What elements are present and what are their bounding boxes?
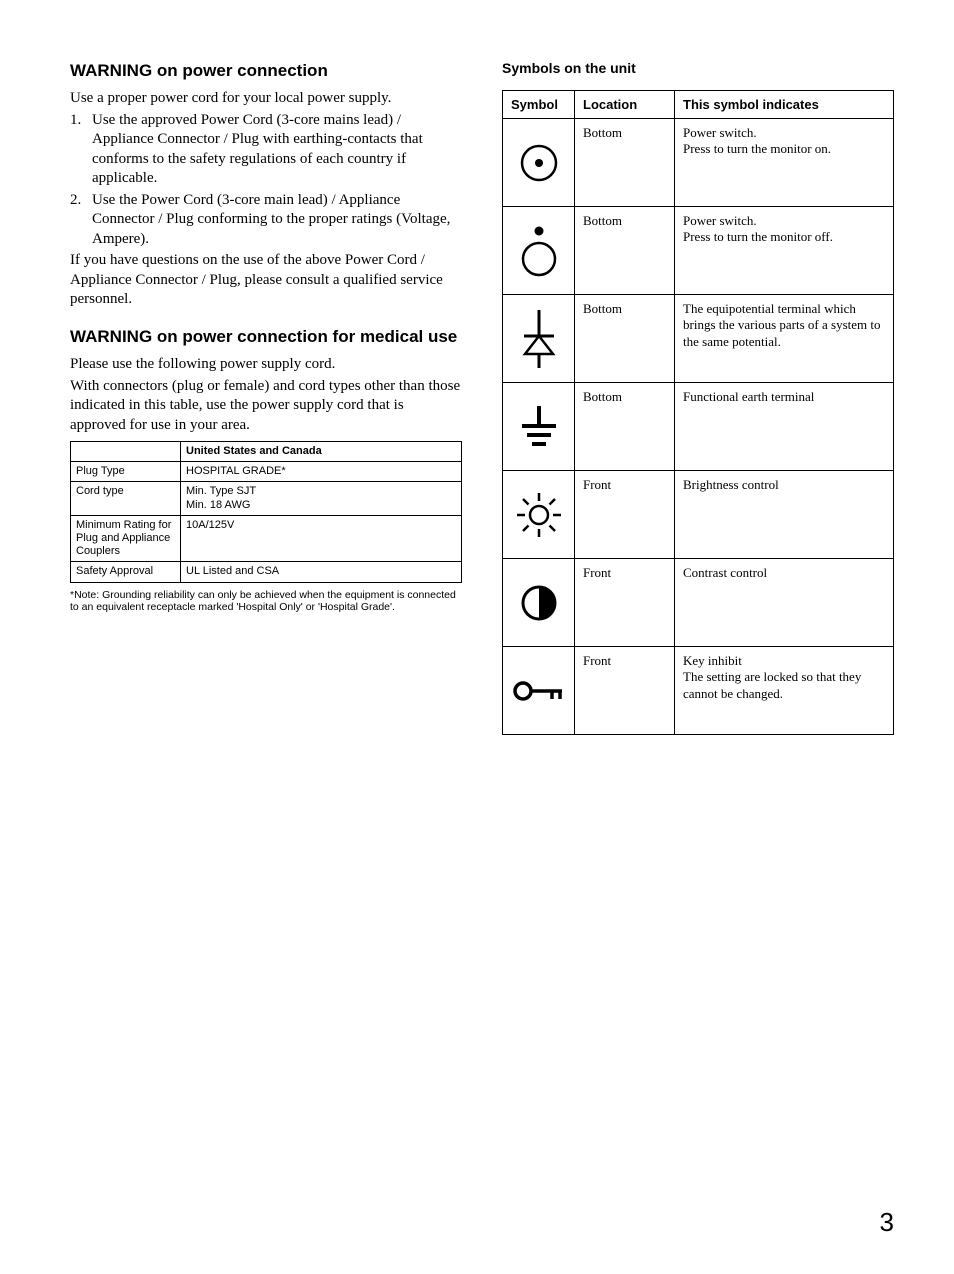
cord-table: United States and Canada Plug Type HOSPI…	[70, 441, 462, 583]
cord-row-value: Min. Type SJTMin. 18 AWG	[181, 482, 462, 515]
symbol-desc: Power switch.Press to turn the monitor o…	[675, 207, 894, 295]
symbol-desc: Key inhibitThe setting are locked so tha…	[675, 647, 894, 735]
symbol-location: Bottom	[575, 207, 675, 295]
table-row: Front Key inhibitThe setting are locked …	[503, 647, 894, 735]
symbols-heading: Symbols on the unit	[502, 60, 894, 76]
cord-row-label: Cord type	[71, 482, 181, 515]
symbol-desc: Functional earth terminal	[675, 383, 894, 471]
list-item-2: Use the Power Cord (3-core main lead) / …	[92, 191, 462, 250]
symbol-desc: The equipotential terminal which brings …	[675, 295, 894, 383]
symbols-header-indicates: This symbol indicates	[675, 91, 894, 119]
table-row: Front Brightness control	[503, 471, 894, 559]
list-num-1: 1.	[70, 111, 92, 189]
symbol-location: Front	[575, 559, 675, 647]
symbol-desc: Power switch.Press to turn the monitor o…	[675, 119, 894, 207]
warning-heading-1: WARNING on power connection	[70, 60, 462, 81]
key-inhibit-icon	[512, 679, 566, 703]
page-number: 3	[880, 1207, 894, 1238]
equipotential-icon	[516, 306, 562, 372]
left-column: WARNING on power connection Use a proper…	[70, 60, 462, 735]
symbol-location: Front	[575, 471, 675, 559]
symbol-location: Bottom	[575, 383, 675, 471]
warning-heading-2: WARNING on power connection for medical …	[70, 326, 462, 347]
medical-para-2: With connectors (plug or female) and cor…	[70, 377, 462, 436]
table-row: Bottom Power switch.Press to turn the mo…	[503, 207, 894, 295]
symbol-desc: Contrast control	[675, 559, 894, 647]
cord-row-value: 10A/125V	[181, 515, 462, 562]
cord-footnote: *Note: Grounding reliability can only be…	[70, 589, 462, 614]
table-row: Front Contrast control	[503, 559, 894, 647]
power-off-icon	[516, 223, 562, 279]
cord-header-region: United States and Canada	[181, 442, 462, 462]
cord-row-label: Safety Approval	[71, 562, 181, 582]
power-on-icon	[516, 140, 562, 186]
brightness-icon	[514, 490, 564, 540]
right-column: Symbols on the unit Symbol Location This…	[502, 60, 894, 735]
symbol-desc: Brightness control	[675, 471, 894, 559]
earth-icon	[516, 402, 562, 452]
power-cord-list: 1.Use the approved Power Cord (3-core ma…	[70, 111, 462, 250]
cord-row-value: HOSPITAL GRADE*	[181, 462, 462, 482]
cord-row-label: Minimum Rating for Plug and Appliance Co…	[71, 515, 181, 562]
list-num-2: 2.	[70, 191, 92, 250]
symbol-location: Bottom	[575, 119, 675, 207]
symbols-header-symbol: Symbol	[503, 91, 575, 119]
cord-row-label: Plug Type	[71, 462, 181, 482]
contrast-icon	[517, 581, 561, 625]
table-row: Bottom Functional earth terminal	[503, 383, 894, 471]
cord-header-blank	[71, 442, 181, 462]
medical-para-1: Please use the following power supply co…	[70, 355, 462, 375]
cord-row-value: UL Listed and CSA	[181, 562, 462, 582]
questions-para: If you have questions on the use of the …	[70, 251, 462, 310]
list-item-1: Use the approved Power Cord (3-core main…	[92, 111, 462, 189]
symbols-header-location: Location	[575, 91, 675, 119]
table-row: Bottom Power switch.Press to turn the mo…	[503, 119, 894, 207]
symbol-location: Front	[575, 647, 675, 735]
symbol-location: Bottom	[575, 295, 675, 383]
symbols-table: Symbol Location This symbol indicates Bo…	[502, 90, 894, 735]
intro-para: Use a proper power cord for your local p…	[70, 89, 462, 109]
table-row: Bottom The equipotential terminal which …	[503, 295, 894, 383]
